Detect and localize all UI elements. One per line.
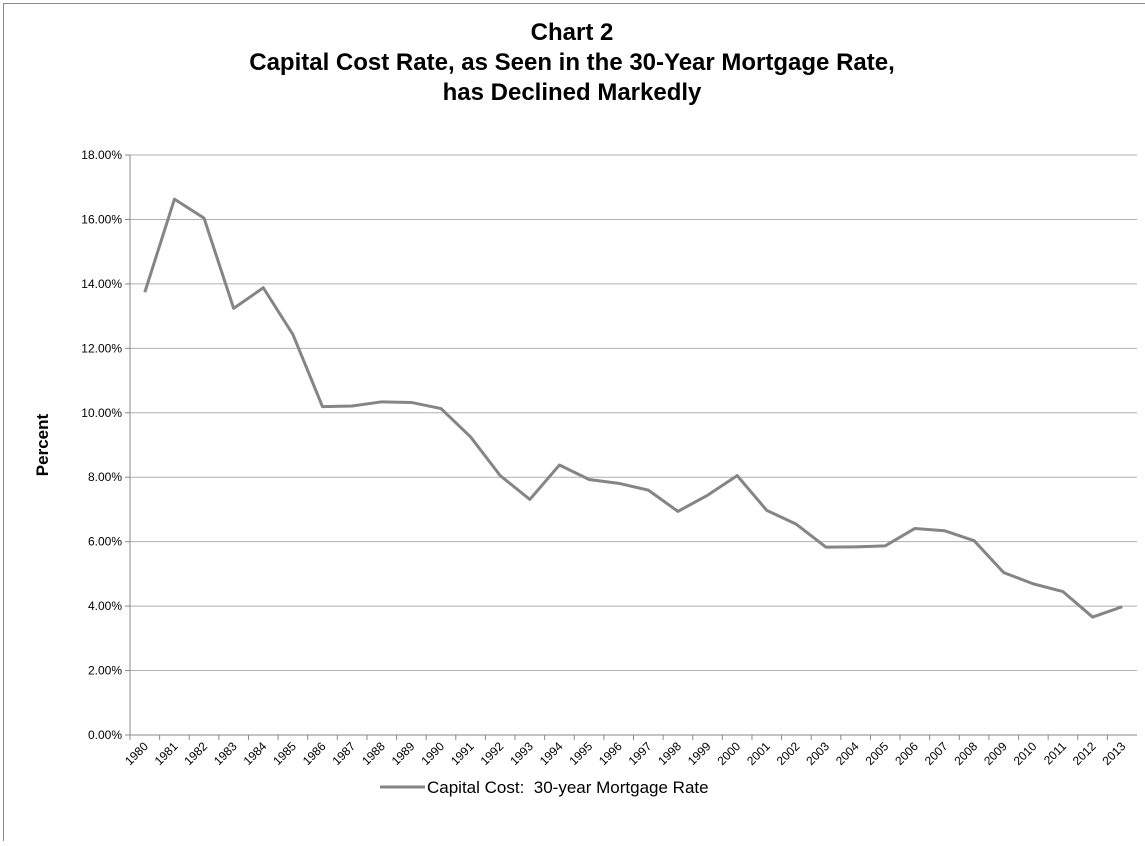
chart-title: Chart 2 (531, 19, 614, 46)
chart-frame (4, 4, 1145, 842)
chart-title: Capital Cost Rate, as Seen in the 30-Yea… (249, 49, 895, 76)
y-tick-label: 18.00% (81, 148, 122, 162)
y-tick-label: 8.00% (88, 470, 122, 484)
y-tick-label: 12.00% (81, 341, 122, 355)
y-tick-label: 10.00% (81, 406, 122, 420)
y-tick-label: 0.00% (88, 728, 122, 742)
y-tick-label: 2.00% (88, 664, 122, 678)
y-tick-label: 4.00% (88, 599, 122, 613)
y-tick-label: 14.00% (81, 277, 122, 291)
y-axis-label: Percent (33, 413, 52, 476)
chart-title: has Declined Markedly (443, 79, 702, 106)
y-tick-label: 6.00% (88, 535, 122, 549)
y-tick-label: 16.00% (81, 212, 122, 226)
legend-label: Capital Cost: 30-year Mortgage Rate (427, 778, 709, 797)
